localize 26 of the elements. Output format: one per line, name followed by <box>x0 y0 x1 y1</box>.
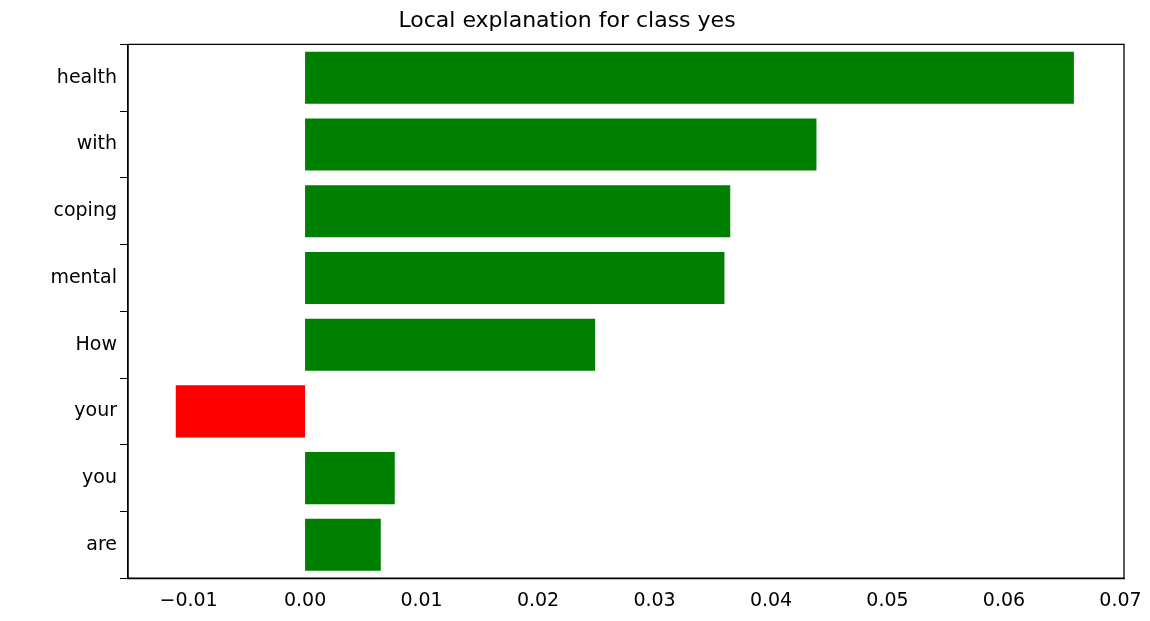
y-tick-label: How <box>75 331 117 354</box>
bar <box>305 185 731 238</box>
x-tick-label: 0.02 <box>516 587 560 610</box>
y-tick-label: coping <box>53 198 117 221</box>
y-tick-label: your <box>74 398 118 421</box>
bar <box>305 318 596 371</box>
y-tick-label: you <box>82 465 117 488</box>
x-tick-label: 0.05 <box>866 587 909 610</box>
bar <box>305 51 1074 104</box>
x-tick-label: 0.00 <box>283 587 327 610</box>
chart-title: Local explanation for class yes <box>398 6 736 32</box>
bar <box>305 518 381 571</box>
bar <box>305 118 817 171</box>
bar <box>175 385 306 438</box>
x-tick-label: 0.07 <box>1099 587 1142 610</box>
y-tick-label: health <box>56 64 117 87</box>
bar <box>305 251 725 304</box>
y-tick-label: mental <box>50 264 117 287</box>
x-tick-label: −0.01 <box>159 587 218 610</box>
y-tick-label: with <box>76 131 117 154</box>
y-tick-label: are <box>86 531 117 554</box>
bar <box>305 452 395 505</box>
x-tick-label: 0.04 <box>749 587 793 610</box>
x-tick-label: 0.01 <box>400 587 443 610</box>
x-tick-label: 0.03 <box>633 587 676 610</box>
x-tick-label: 0.06 <box>982 587 1026 610</box>
